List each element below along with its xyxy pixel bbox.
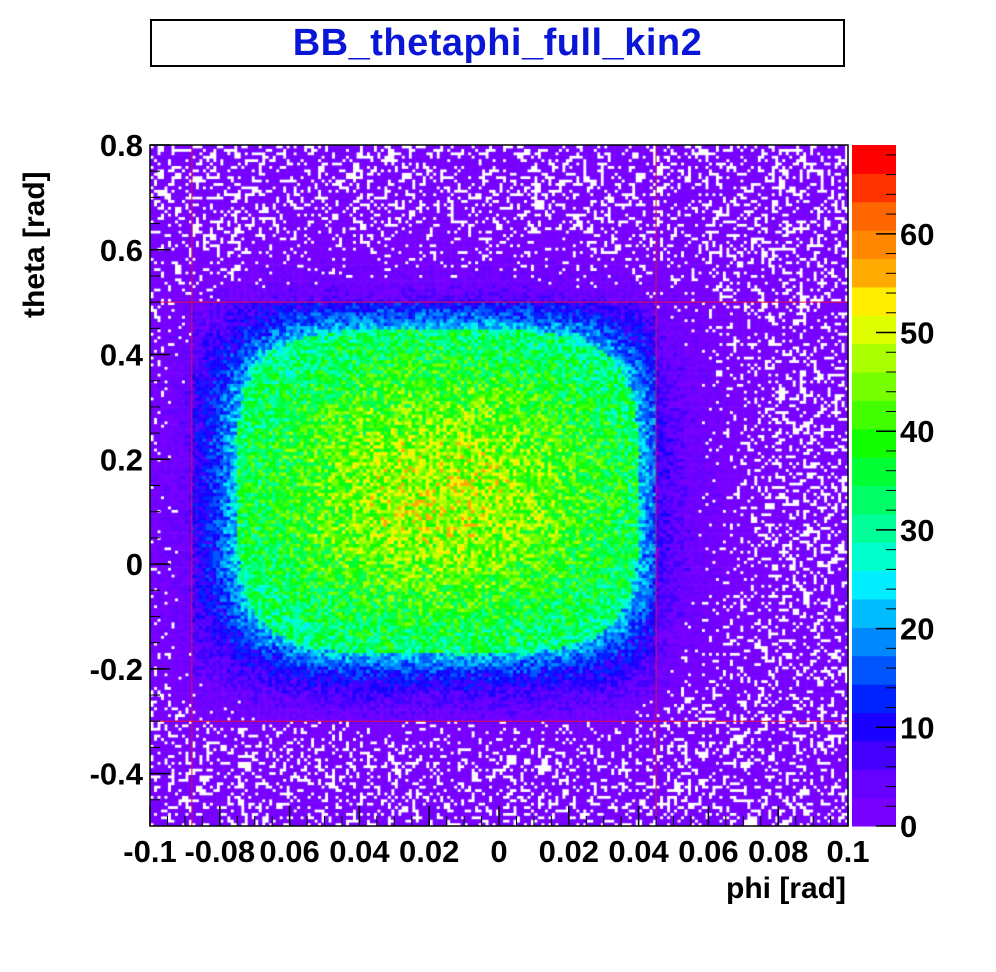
chart-title: BB_thetaphi_full_kin2	[292, 21, 703, 64]
colorbar-segment	[852, 655, 896, 685]
x-tick-label: -0.08	[184, 834, 255, 869]
colorbar-segment	[852, 513, 896, 543]
x-tick-label: 0	[490, 834, 507, 869]
colorbar-tick-label: 0	[900, 809, 917, 844]
colorbar-segment	[852, 145, 896, 174]
y-tick-label: -0.2	[90, 652, 143, 687]
colorbar-segment	[852, 201, 896, 231]
y-tick-label: -0.4	[90, 757, 144, 792]
x-tick-label: 0.04	[608, 834, 669, 869]
colorbar-tick-label: 10	[900, 710, 934, 745]
x-tick-label: 0.08	[748, 834, 808, 869]
colorbar-segment	[852, 457, 896, 486]
chart-title-box: BB_thetaphi_full_kin2	[150, 19, 845, 67]
colorbar-tick-label: 20	[900, 612, 934, 647]
colorbar-segment	[852, 627, 896, 657]
colorbar-tick-label: 50	[900, 316, 934, 351]
colorbar-segment	[852, 230, 896, 259]
colorbar-segment	[852, 315, 896, 345]
colorbar-segment	[852, 740, 896, 770]
colorbar-segment	[852, 599, 896, 628]
colorbar-segment	[852, 542, 896, 572]
y-tick-label: 0.4	[100, 338, 144, 373]
x-tick-label: 0.02	[539, 834, 599, 869]
y-tick-label: 0.2	[100, 442, 143, 477]
axes: -0.1 -0.08 0.06 0.04 0.02 0 0.02 0.04 0.06 0.08 0.…	[90, 128, 870, 869]
colorbar-segment	[852, 797, 896, 827]
colorbar-segment	[852, 400, 896, 430]
cut-lines	[150, 145, 848, 826]
colorbar-tick-label: 40	[900, 414, 934, 449]
x-tick-label: 0.02	[399, 834, 459, 869]
colorbar-tick-label: 30	[900, 513, 934, 548]
heatmap-image	[150, 145, 848, 826]
colorbar-segment	[852, 173, 896, 203]
colorbar-tick-label: 60	[900, 217, 934, 252]
y-tick-label: 0.8	[100, 128, 143, 163]
color-scale: 0 10 20 30 40 50 60	[852, 145, 934, 844]
colorbar-segment	[852, 769, 896, 799]
x-tick-label: 0.06	[259, 834, 319, 869]
colorbar-segment	[852, 684, 896, 713]
x-tick-label: 0.04	[329, 834, 390, 869]
x-axis-label: phi [rad]	[726, 872, 846, 905]
y-axis-label: theta [rad]	[18, 171, 51, 318]
colorbar-segment	[852, 428, 896, 458]
colorbar-segment	[852, 286, 896, 316]
colorbar-segment	[852, 343, 896, 373]
y-tick-label: 0.6	[100, 233, 143, 268]
colorbar-segment	[852, 372, 896, 401]
x-tick-label: -0.1	[123, 834, 176, 869]
colorbar-segment	[852, 570, 896, 600]
x-tick-label: 0.1	[826, 834, 869, 869]
x-tick-label: 0.06	[678, 834, 738, 869]
y-tick-label: 0	[126, 547, 143, 582]
heatmap-cells	[150, 145, 848, 826]
